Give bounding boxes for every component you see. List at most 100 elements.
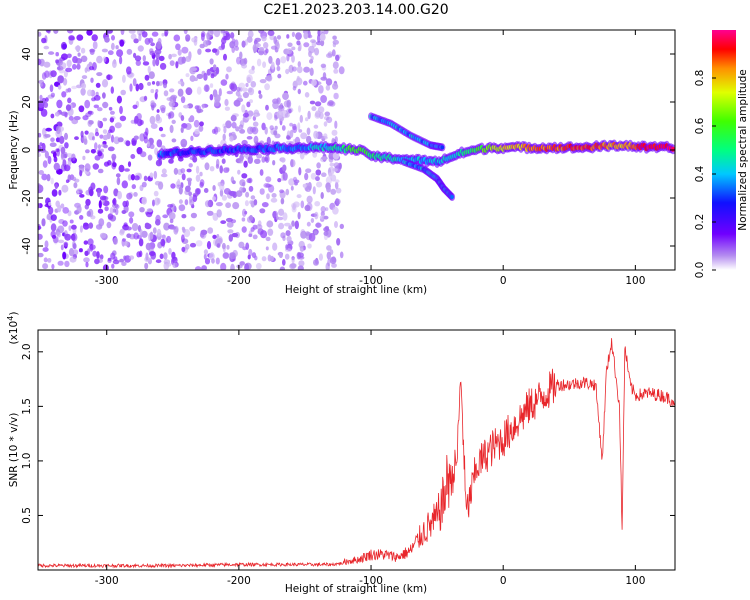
noise-speckle <box>298 167 302 176</box>
noise-speckle <box>71 235 76 241</box>
noise-speckle <box>162 214 169 219</box>
noise-speckle <box>300 230 307 239</box>
noise-speckle <box>281 125 286 131</box>
noise-speckle <box>291 46 296 51</box>
noise-speckle <box>219 189 224 197</box>
noise-speckle <box>42 160 48 168</box>
noise-speckle <box>317 34 321 43</box>
noise-speckle <box>272 160 276 166</box>
noise-speckle <box>334 221 338 228</box>
noise-speckle <box>155 89 159 93</box>
noise-speckle <box>112 199 116 205</box>
noise-speckle <box>180 96 186 104</box>
noise-speckle <box>282 212 288 221</box>
noise-speckle <box>339 223 344 229</box>
noise-speckle <box>185 56 192 62</box>
noise-speckle <box>83 222 89 227</box>
noise-speckle <box>55 148 60 153</box>
noise-speckle <box>117 137 124 143</box>
noise-speckle <box>226 66 232 73</box>
noise-speckle <box>49 84 54 93</box>
noise-speckle <box>128 74 134 79</box>
noise-speckle <box>239 51 243 60</box>
noise-speckle <box>88 110 94 116</box>
noise-speckle <box>81 75 88 80</box>
noise-speckle <box>335 54 340 62</box>
noise-speckle <box>121 210 127 214</box>
noise-speckle <box>156 139 163 148</box>
noise-speckle <box>332 42 337 48</box>
noise-speckle <box>246 76 251 84</box>
spectrogram-x-axis: -300 -200 -100 0 100 <box>95 30 645 287</box>
x-tick-label: -300 <box>95 575 119 587</box>
noise-speckle <box>107 74 111 81</box>
noise-speckle <box>130 174 135 181</box>
noise-speckle <box>198 125 204 132</box>
noise-speckle <box>114 122 122 129</box>
noise-speckle <box>124 168 130 172</box>
colorbar-axis: 0.0 0.2 0.4 0.6 0.8 <box>694 70 716 278</box>
noise-speckle <box>261 156 266 163</box>
noise-speckle <box>332 206 339 215</box>
noise-speckle <box>297 46 302 52</box>
noise-speckle <box>263 183 271 188</box>
noise-speckle <box>144 74 150 81</box>
snr-series-line <box>38 338 675 569</box>
noise-speckle <box>334 136 338 144</box>
noise-speckle <box>38 203 41 209</box>
noise-speckle <box>316 162 321 169</box>
noise-speckle <box>184 199 189 206</box>
noise-speckle <box>97 144 101 150</box>
noise-speckle <box>280 232 286 239</box>
spectrogram-heatmap <box>38 30 675 270</box>
noise-speckle <box>326 53 333 59</box>
noise-speckle <box>149 143 155 149</box>
noise-speckle <box>284 222 291 227</box>
noise-speckle <box>62 207 69 214</box>
noise-speckle <box>319 33 326 41</box>
noise-speckle <box>315 176 320 182</box>
noise-speckle <box>134 55 142 62</box>
noise-speckle <box>315 222 322 228</box>
noise-speckle <box>47 258 52 263</box>
noise-speckle <box>228 234 233 242</box>
noise-speckle <box>86 30 93 36</box>
y-tick-label: -20 <box>21 189 33 206</box>
noise-speckle <box>180 126 184 133</box>
noise-speckle <box>312 186 316 195</box>
noise-speckle <box>311 106 317 112</box>
noise-speckle <box>248 87 255 96</box>
noise-speckle <box>66 59 72 68</box>
y-tick-label: 0.5 <box>21 507 33 524</box>
noise-speckle <box>229 190 236 197</box>
noise-speckle <box>308 232 316 242</box>
noise-speckle <box>164 32 168 37</box>
noise-speckle <box>285 230 291 237</box>
noise-speckle <box>76 205 82 214</box>
noise-speckle <box>294 181 298 186</box>
snr-x-axis: -300 -200 -100 0 100 <box>95 330 645 587</box>
noise-speckle <box>279 189 285 194</box>
noise-speckle <box>244 200 249 207</box>
noise-speckle <box>126 66 132 75</box>
noise-speckle <box>150 88 155 94</box>
noise-speckle <box>260 230 268 239</box>
noise-speckle <box>175 43 181 51</box>
noise-speckle <box>285 188 290 196</box>
noise-speckle <box>246 101 251 108</box>
noise-speckle <box>299 114 303 123</box>
noise-speckle <box>229 252 237 260</box>
noise-speckle <box>110 252 116 260</box>
noise-speckle <box>211 258 215 264</box>
noise-speckle <box>263 42 269 49</box>
noise-speckle <box>234 46 239 51</box>
noise-speckle <box>294 220 299 230</box>
noise-speckle <box>204 162 210 171</box>
noise-speckle <box>236 97 244 103</box>
noise-speckle <box>199 179 205 187</box>
noise-speckle <box>334 181 339 190</box>
noise-speckle <box>332 35 337 40</box>
noise-speckle <box>300 200 305 209</box>
noise-speckle <box>98 200 102 209</box>
noise-speckle <box>157 37 162 45</box>
